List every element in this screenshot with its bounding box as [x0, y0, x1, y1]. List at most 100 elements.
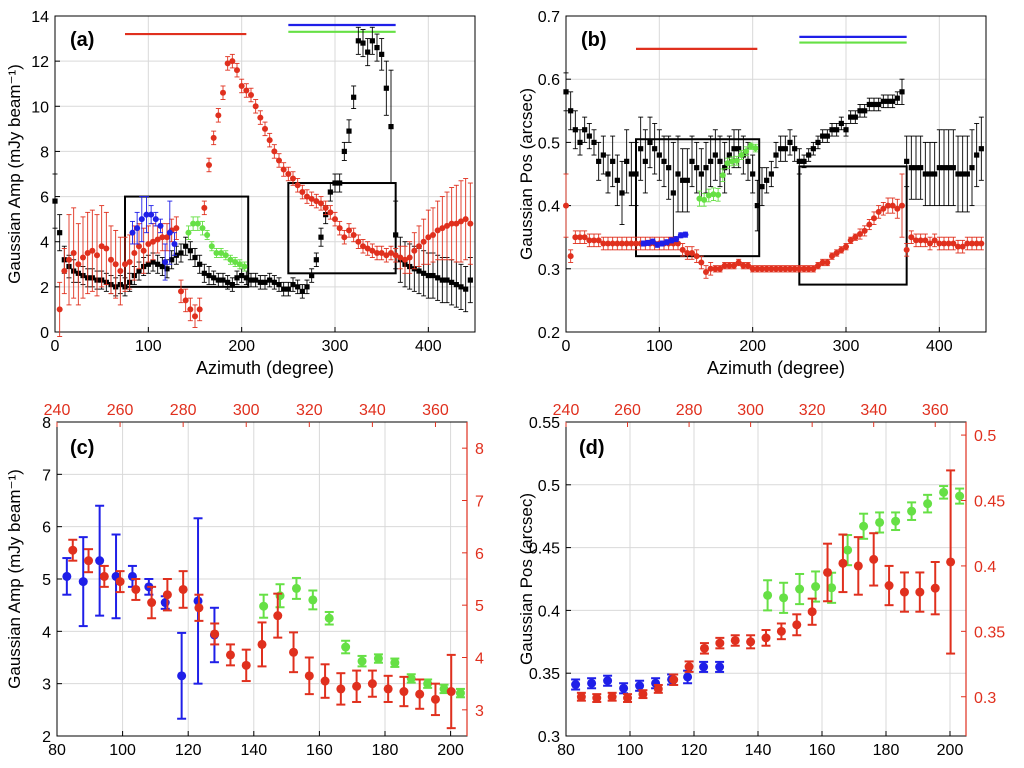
data-point — [889, 202, 896, 209]
data-point — [241, 660, 251, 670]
series-green — [259, 576, 465, 699]
data-point — [955, 171, 961, 177]
data-point — [623, 693, 633, 703]
data-point — [290, 175, 296, 182]
x2-tick-label: 320 — [799, 402, 826, 419]
x-tick-label: 400 — [415, 338, 442, 355]
data-point — [609, 240, 616, 247]
data-point — [397, 254, 404, 261]
y2-tick-label: 0.35 — [974, 624, 1005, 641]
data-point — [289, 647, 299, 657]
data-point — [918, 165, 924, 171]
data-point — [227, 256, 234, 263]
y-tick-label: 5 — [42, 572, 51, 589]
data-point — [206, 272, 212, 279]
data-point — [823, 567, 833, 577]
data-point — [586, 237, 593, 244]
y-tick-label: 0.6 — [538, 72, 560, 89]
x-tick-label: 160 — [306, 742, 333, 759]
data-point — [945, 240, 952, 247]
data-point — [388, 124, 394, 130]
data-point — [717, 265, 723, 272]
data-point — [98, 243, 105, 250]
y-tick-label: 12 — [31, 54, 49, 71]
data-point — [266, 137, 273, 144]
y-tick-label: 0.5 — [538, 135, 560, 152]
data-point — [199, 225, 206, 232]
data-point — [730, 635, 740, 645]
data-point — [715, 662, 725, 672]
x-tick-label: 300 — [833, 338, 860, 355]
data-point — [70, 250, 77, 256]
data-point — [871, 215, 877, 222]
data-point — [192, 313, 198, 320]
data-point — [880, 98, 886, 104]
data-point — [430, 694, 440, 704]
data-point — [973, 240, 980, 247]
data-point — [341, 148, 347, 155]
data-point — [332, 216, 338, 223]
data-point — [605, 171, 611, 177]
data-point — [182, 297, 189, 304]
data-point — [805, 265, 812, 272]
data-point — [577, 139, 583, 145]
data-point — [710, 191, 717, 198]
data-point — [351, 94, 357, 100]
data-point — [201, 270, 207, 276]
data-point — [656, 152, 662, 158]
data-point — [225, 279, 231, 285]
data-point — [304, 193, 310, 200]
data-point — [211, 275, 217, 281]
data-point — [143, 211, 150, 218]
data-point — [197, 261, 203, 267]
data-point — [159, 263, 165, 270]
data-point — [866, 221, 873, 228]
data-point — [131, 250, 138, 256]
data-point — [930, 583, 940, 593]
data-point — [843, 243, 849, 250]
data-point — [607, 692, 617, 702]
data-point — [248, 92, 254, 98]
x-tick-label: 0 — [562, 338, 571, 355]
data-point — [304, 671, 314, 681]
data-point — [931, 237, 938, 244]
data-point — [94, 252, 100, 259]
data-point — [276, 157, 282, 164]
data-point — [907, 506, 917, 516]
data-point — [731, 146, 737, 152]
data-point — [724, 160, 731, 167]
data-point — [964, 240, 971, 247]
data-point — [663, 239, 670, 246]
data-point — [871, 101, 877, 108]
data-point — [701, 196, 708, 203]
data-point — [68, 545, 78, 555]
data-point — [680, 177, 686, 183]
data-point — [75, 261, 82, 268]
data-point — [684, 177, 690, 183]
data-point — [782, 146, 788, 152]
data-point — [698, 259, 705, 266]
data-point — [861, 227, 868, 234]
data-point — [285, 286, 291, 292]
data-point — [768, 171, 774, 177]
y2-tick-label: 0.3 — [974, 690, 996, 707]
data-point — [402, 256, 408, 263]
data-point — [390, 658, 400, 668]
data-point — [241, 263, 248, 270]
data-point — [677, 232, 684, 239]
x2-tick-label: 260 — [614, 402, 641, 419]
data-point — [299, 288, 305, 294]
x-tick-label: 200 — [739, 338, 766, 355]
data-point — [406, 254, 413, 261]
data-point — [448, 220, 455, 227]
y2-tick-label: 8 — [475, 441, 484, 458]
data-point — [913, 237, 919, 244]
data-point — [61, 268, 68, 275]
data-point — [717, 158, 723, 164]
data-point — [357, 656, 367, 666]
y-tick-label: 0.7 — [538, 9, 560, 26]
data-point — [78, 577, 88, 587]
series-green — [763, 485, 965, 614]
data-point — [126, 259, 133, 266]
x-tick-label: 140 — [240, 742, 267, 759]
